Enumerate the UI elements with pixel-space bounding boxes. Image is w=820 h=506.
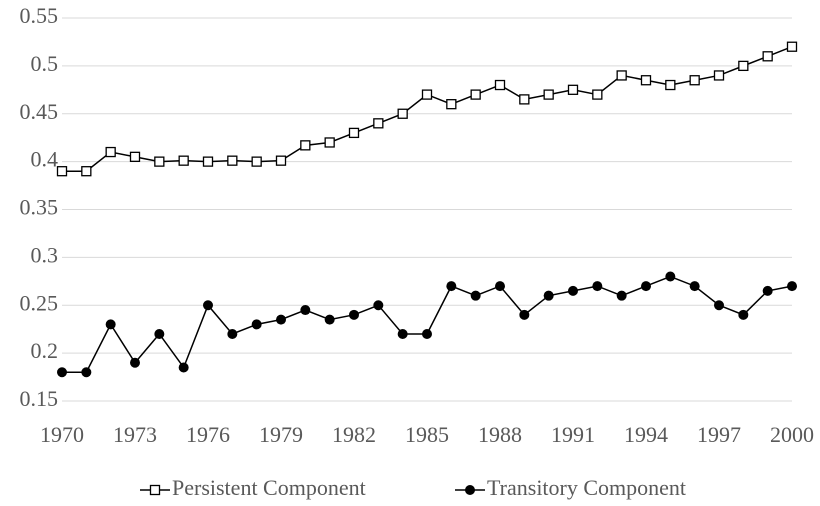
x-tick-label: 1970 [40,422,84,447]
x-tick-label: 1982 [332,422,376,447]
marker [446,99,457,110]
marker [154,156,165,167]
x-tick-label: 1994 [624,422,668,447]
legend-label: Transitory Component [487,475,686,500]
marker [689,75,700,86]
x-tick-label: 1997 [697,422,741,447]
marker [787,281,797,292]
marker [251,319,262,330]
marker [105,146,116,158]
marker [348,127,360,139]
marker [592,281,603,292]
marker [592,89,603,100]
marker [203,300,213,311]
x-tick-label: 1985 [405,422,449,447]
legend-marker [149,484,161,496]
x-tick-label: 2000 [770,422,814,447]
marker [57,367,67,378]
marker [762,51,773,62]
marker [178,362,189,373]
y-tick-label: 0.55 [20,3,59,28]
marker [397,108,408,119]
marker [227,328,238,339]
x-tick-label: 1976 [186,422,230,447]
marker [130,357,140,368]
marker [616,70,627,81]
marker [494,79,506,91]
y-tick-label: 0.15 [20,386,59,411]
marker [446,281,457,292]
marker [105,319,116,330]
marker [349,309,359,320]
y-tick-label: 0.25 [20,290,59,315]
marker [178,155,189,166]
marker [786,41,798,52]
marker [616,290,627,301]
marker [276,314,286,325]
marker [251,156,262,167]
marker [397,328,408,339]
marker [713,70,725,81]
marker [640,75,652,86]
marker [519,309,530,320]
marker [154,328,165,339]
marker [227,155,238,166]
marker [543,290,554,301]
y-tick-label: 0.45 [20,99,59,124]
marker [373,118,384,129]
marker [421,89,433,100]
marker [470,290,481,301]
y-tick-label: 0.35 [20,195,59,220]
marker [543,89,554,100]
marker [129,151,141,162]
x-tick-label: 1988 [478,422,522,447]
marker [665,79,676,91]
y-tick-label: 0.4 [31,147,59,172]
x-tick-label: 1973 [113,422,157,447]
y-tick-label: 0.5 [31,51,59,76]
marker [665,271,676,282]
series-line [62,275,793,374]
marker [300,305,311,316]
marker [495,281,505,292]
marker [567,84,579,95]
marker [373,300,384,311]
marker [324,314,335,325]
marker [300,140,311,151]
y-tick-label: 0.3 [31,242,59,267]
x-tick-label: 1979 [259,422,303,447]
marker [519,94,530,105]
legend-marker [465,485,475,495]
marker [56,166,68,177]
marker [81,367,92,378]
x-tick-label: 1991 [551,422,595,447]
marker [202,156,214,167]
marker [762,285,773,296]
marker [714,300,724,311]
legend-label: Persistent Component [172,475,366,500]
marker [422,328,432,339]
y-tick-label: 0.2 [31,338,59,363]
marker [568,285,578,296]
marker [641,281,651,292]
marker [275,155,287,166]
marker [738,60,749,72]
marker [689,281,700,292]
marker [324,137,335,148]
marker [81,166,92,177]
marker [470,89,481,100]
marker [738,309,749,320]
